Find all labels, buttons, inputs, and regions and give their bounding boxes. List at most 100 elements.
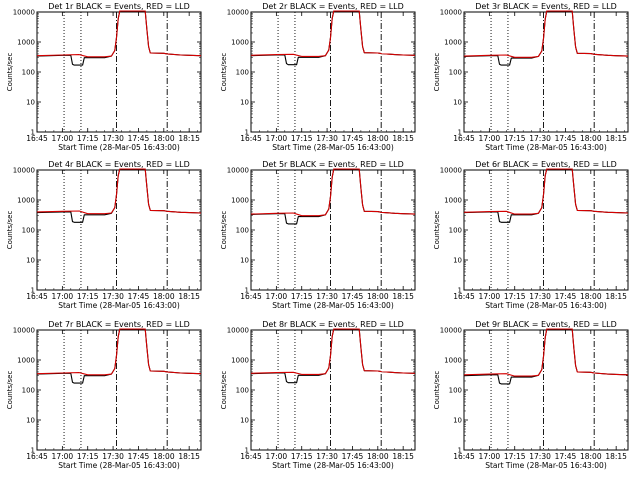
y-tick-label: 1000 xyxy=(444,39,462,47)
y-tick-label: 100 xyxy=(449,227,462,235)
panel-2: Det 2r BLACK = Events, RED = LLD 1 10 100 10… xyxy=(220,2,416,152)
y-axis-label: Counts/sec xyxy=(220,53,228,92)
x-tick-label: 17:00 xyxy=(266,292,288,301)
x-tick-label: 17:15 xyxy=(77,452,99,461)
x-tick-label: 17:45 xyxy=(555,292,577,301)
y-tick-label: 10 xyxy=(240,99,249,107)
y-tick-label: 10000 xyxy=(13,167,35,175)
x-tick-label: 18:15 xyxy=(392,452,414,461)
x-tick-label: 18:15 xyxy=(605,292,627,301)
x-tick-label: 17:30 xyxy=(102,134,124,143)
axes-box xyxy=(250,169,416,291)
x-tick-label: 16:45 xyxy=(26,292,48,301)
lld-series-line xyxy=(36,168,202,215)
y-tick-label: 100 xyxy=(449,387,462,395)
x-tick-label: 17:15 xyxy=(504,134,526,143)
y-tick-label: 1 xyxy=(245,287,249,295)
x-tick-label: 16:45 xyxy=(453,134,475,143)
axes-box xyxy=(463,329,629,451)
lld-series-line xyxy=(463,168,629,215)
events-series-line xyxy=(250,168,416,225)
panel-3: Det 3r BLACK = Events, RED = LLD 1 10 100 10… xyxy=(433,2,629,152)
y-tick-label: 10 xyxy=(26,99,35,107)
x-tick-label: 17:30 xyxy=(316,452,338,461)
y-tick-label: 10000 xyxy=(440,327,462,335)
x-tick-label: 16:45 xyxy=(453,292,475,301)
x-tick-label: 17:00 xyxy=(266,452,288,461)
y-tick-label: 10 xyxy=(26,257,35,265)
x-tick-label: 17:15 xyxy=(291,292,313,301)
x-tick-label: 16:45 xyxy=(240,134,262,143)
axes-box xyxy=(463,11,629,133)
y-tick-label: 1000 xyxy=(444,357,462,365)
y-tick-label: 1000 xyxy=(231,197,249,205)
events-series-line xyxy=(463,328,629,385)
x-tick-label: 18:00 xyxy=(367,292,389,301)
y-tick-label: 10 xyxy=(453,417,462,425)
x-tick-label: 16:45 xyxy=(26,134,48,143)
x-tick-label: 17:15 xyxy=(77,292,99,301)
y-tick-label: 10000 xyxy=(13,327,35,335)
x-tick-label: 16:45 xyxy=(26,452,48,461)
y-tick-label: 10 xyxy=(240,417,249,425)
y-tick-label: 10 xyxy=(453,99,462,107)
x-tick-label: 17:45 xyxy=(342,292,364,301)
x-axis-label: Start Time (28-Mar-05 16:43:00) xyxy=(272,301,394,310)
events-series-line xyxy=(250,328,416,384)
y-tick-label: 100 xyxy=(236,387,249,395)
panel-title: Det 2r BLACK = Events, RED = LLD xyxy=(262,2,404,11)
y-tick-label: 100 xyxy=(22,69,35,77)
x-tick-label: 18:15 xyxy=(605,134,627,143)
y-tick-label: 1 xyxy=(245,129,249,137)
x-tick-label: 17:30 xyxy=(316,134,338,143)
y-tick-label: 1 xyxy=(458,287,462,295)
x-tick-label: 17:45 xyxy=(555,452,577,461)
x-tick-label: 17:15 xyxy=(77,134,99,143)
x-tick-label: 17:45 xyxy=(128,134,150,143)
x-tick-label: 18:15 xyxy=(392,292,414,301)
y-axis-label: Counts/sec xyxy=(6,211,14,250)
y-tick-label: 1000 xyxy=(231,39,249,47)
x-tick-label: 18:15 xyxy=(392,134,414,143)
x-tick-label: 17:30 xyxy=(316,292,338,301)
y-tick-label: 10000 xyxy=(227,9,249,17)
y-tick-label: 10000 xyxy=(227,167,249,175)
y-tick-label: 10 xyxy=(240,257,249,265)
x-tick-label: 18:15 xyxy=(605,452,627,461)
x-tick-label: 17:30 xyxy=(102,452,124,461)
lld-series-line xyxy=(463,328,629,377)
panel-7: Det 7r BLACK = Events, RED = LLD 1 10 100 10… xyxy=(6,320,202,470)
x-tick-label: 17:00 xyxy=(52,134,74,143)
x-tick-label: 17:00 xyxy=(479,292,501,301)
x-tick-label: 18:15 xyxy=(178,452,200,461)
axes-box xyxy=(250,329,416,451)
x-tick-label: 17:45 xyxy=(342,134,364,143)
y-tick-label: 10 xyxy=(453,257,462,265)
y-tick-label: 1000 xyxy=(231,357,249,365)
y-tick-label: 1 xyxy=(245,447,249,455)
x-axis-label: Start Time (28-Mar-05 16:43:00) xyxy=(485,301,607,310)
x-tick-label: 17:45 xyxy=(128,452,150,461)
y-tick-label: 1000 xyxy=(17,39,35,47)
lld-series-line xyxy=(36,10,202,58)
y-axis-label: Counts/sec xyxy=(433,371,441,410)
x-tick-label: 17:45 xyxy=(128,292,150,301)
x-tick-label: 17:00 xyxy=(479,134,501,143)
x-tick-label: 18:15 xyxy=(178,292,200,301)
events-series-line xyxy=(250,10,416,66)
x-axis-label: Start Time (28-Mar-05 16:43:00) xyxy=(272,461,394,470)
x-tick-label: 17:00 xyxy=(52,292,74,301)
x-tick-label: 17:30 xyxy=(529,452,551,461)
y-tick-label: 1000 xyxy=(17,197,35,205)
panel-5: Det 5r BLACK = Events, RED = LLD 1 10 100 10… xyxy=(220,160,416,310)
x-tick-label: 17:15 xyxy=(291,452,313,461)
y-tick-label: 10000 xyxy=(13,9,35,17)
x-tick-label: 17:45 xyxy=(555,134,577,143)
x-tick-label: 18:15 xyxy=(178,134,200,143)
y-tick-label: 100 xyxy=(236,69,249,77)
y-tick-label: 100 xyxy=(22,387,35,395)
panel-title: Det 6r BLACK = Events, RED = LLD xyxy=(475,160,617,169)
panel-title: Det 9r BLACK = Events, RED = LLD xyxy=(475,320,617,329)
axes-box xyxy=(36,169,202,291)
x-tick-label: 18:00 xyxy=(153,292,175,301)
